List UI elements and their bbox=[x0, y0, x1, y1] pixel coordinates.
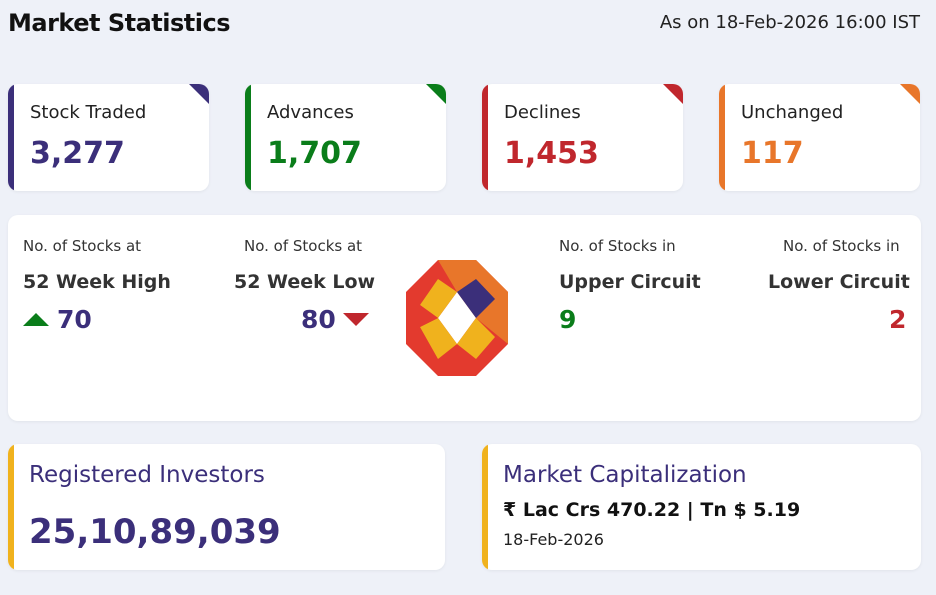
upper-circuit-caption: No. of Stocks in bbox=[559, 237, 676, 255]
upper-circuit-value[interactable]: 9 bbox=[559, 305, 577, 334]
market-cap-label: Market Capitalization bbox=[503, 462, 747, 488]
stock-traded-card[interactable]: Stock Traded 3,277 bbox=[8, 84, 209, 191]
advances-card[interactable]: Advances 1,707 bbox=[245, 84, 446, 191]
accent-bar bbox=[8, 444, 14, 570]
stat-label: Declines bbox=[504, 102, 581, 123]
market-cap-value: ₹ Lac Crs 470.22 | Tn $ 5.19 bbox=[503, 499, 801, 521]
accent-bar bbox=[8, 84, 14, 191]
lower-circuit-label[interactable]: Lower Circuit bbox=[768, 271, 910, 293]
market-cap-card[interactable]: Market Capitalization ₹ Lac Crs 470.22 |… bbox=[482, 444, 921, 570]
corner-accent bbox=[189, 84, 209, 104]
week52-low-label[interactable]: 52 Week Low bbox=[234, 271, 376, 293]
registered-investors-card[interactable]: Registered Investors 25,10,89,039 bbox=[8, 444, 445, 570]
corner-accent bbox=[426, 84, 446, 104]
accent-bar bbox=[482, 84, 488, 191]
arrow-up-icon bbox=[23, 313, 49, 326]
stat-label: Unchanged bbox=[741, 102, 844, 123]
accent-bar bbox=[719, 84, 725, 191]
stat-value: 1,453 bbox=[504, 136, 599, 171]
stat-value: 1,707 bbox=[267, 136, 362, 171]
unchanged-card[interactable]: Unchanged 117 bbox=[719, 84, 920, 191]
arrow-down-icon bbox=[343, 313, 369, 326]
page-title: Market Statistics bbox=[8, 9, 230, 37]
stat-label: Stock Traded bbox=[30, 102, 147, 123]
registered-investors-value: 25,10,89,039 bbox=[29, 512, 281, 552]
as-on-timestamp: As on 18-Feb-2026 16:00 IST bbox=[659, 12, 920, 33]
week52-circuit-panel: No. of Stocks at 52 Week High 70 No. of … bbox=[8, 215, 921, 421]
week52-high-caption: No. of Stocks at bbox=[23, 237, 142, 255]
accent-bar bbox=[245, 84, 251, 191]
registered-investors-label: Registered Investors bbox=[29, 462, 265, 488]
week52-low-caption: No. of Stocks at bbox=[244, 237, 363, 255]
accent-bar bbox=[482, 444, 488, 570]
corner-accent bbox=[900, 84, 920, 104]
lower-circuit-value[interactable]: 2 bbox=[889, 305, 907, 334]
upper-circuit-label[interactable]: Upper Circuit bbox=[559, 271, 701, 293]
corner-accent bbox=[663, 84, 683, 104]
stat-label: Advances bbox=[267, 102, 354, 123]
week52-low-value[interactable]: 80 bbox=[301, 305, 336, 334]
stat-value: 117 bbox=[741, 136, 804, 171]
week52-high-label[interactable]: 52 Week High bbox=[23, 271, 171, 293]
stat-value: 3,277 bbox=[30, 136, 125, 171]
exchange-logo-icon bbox=[406, 260, 508, 376]
week52-high-value[interactable]: 70 bbox=[57, 305, 92, 334]
lower-circuit-caption: No. of Stocks in bbox=[783, 237, 900, 255]
market-cap-date: 18-Feb-2026 bbox=[503, 530, 604, 549]
declines-card[interactable]: Declines 1,453 bbox=[482, 84, 683, 191]
